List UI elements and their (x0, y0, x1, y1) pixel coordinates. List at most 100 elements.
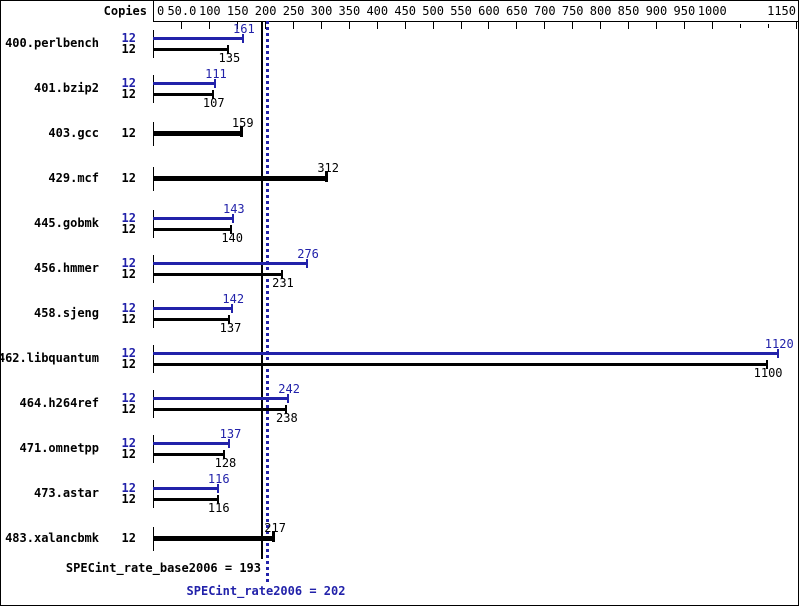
copies-label: 12 (121, 211, 136, 225)
copies-label: 12 (121, 447, 136, 461)
copies-label: 12 (121, 171, 136, 185)
base-bar-endcap (766, 360, 769, 369)
peak-bar-endcap (231, 214, 234, 223)
axis-tick-label: 350 (338, 4, 361, 18)
base-bar (153, 131, 243, 136)
peak-value-label: 161 (233, 22, 255, 36)
base-bar (153, 273, 283, 276)
copies-label: 12 (121, 42, 136, 56)
benchmark-label: 456.hmmer (33, 261, 99, 275)
peak-value-label: 143 (222, 202, 245, 216)
axis-tick (237, 22, 239, 29)
copies-label: 12 (121, 267, 136, 281)
base-bar (153, 498, 219, 501)
axis-tick (404, 22, 406, 29)
reference-line-base (260, 21, 263, 559)
peak-summary-text: SPECint_rate2006 = 202 (186, 584, 346, 598)
axis-tick (460, 22, 462, 29)
axis-tick (795, 22, 797, 29)
copies-label: 12 (121, 31, 136, 45)
benchmark-label: 401.bzip2 (33, 81, 99, 95)
axis-tick (767, 24, 769, 28)
base-bar-endcap (284, 405, 287, 414)
base-bar (153, 48, 230, 51)
base-bar-endcap (223, 450, 226, 459)
base-value-label: 107 (202, 96, 225, 110)
base-value-label: 238 (276, 411, 298, 425)
axis-tick-label: 600 (478, 4, 500, 18)
peak-bar-endcap (216, 484, 219, 493)
base-value-label: 135 (218, 51, 241, 65)
axis-tick (265, 22, 267, 29)
axis-tick-label: 400 (366, 4, 389, 18)
axis-tick (711, 22, 713, 29)
peak-value-label: 111 (205, 67, 227, 81)
base-value-label: 312 (317, 161, 340, 175)
base-value-label: 116 (207, 501, 230, 515)
peak-bar (153, 397, 290, 400)
axis-tick (628, 22, 630, 29)
benchmark-label: 400.perlbench (5, 36, 99, 50)
copies-label: 12 (121, 312, 136, 326)
axis-tick (683, 22, 685, 29)
peak-bar (153, 442, 231, 445)
peak-value-label: 242 (278, 382, 300, 396)
baseline-tick (153, 30, 154, 58)
peak-bar (153, 487, 219, 490)
axis-tick (348, 22, 350, 29)
base-bar-endcap (227, 45, 230, 54)
copies-label: 12 (121, 402, 136, 416)
base-bar-endcap (325, 171, 329, 182)
axis-tick (293, 22, 295, 29)
copies-label: 12 (121, 87, 136, 101)
base-value-label: 231 (272, 276, 294, 290)
benchmark-label: 464.h264ref (19, 396, 99, 410)
peak-bar-endcap (306, 259, 309, 268)
copies-label: 12 (121, 492, 136, 506)
base-bar-endcap (272, 531, 276, 542)
axis-tick (488, 22, 490, 29)
base-bar (153, 536, 276, 541)
base-summary-text: SPECint_rate_base2006 = 193 (65, 561, 261, 575)
baseline-tick (153, 75, 154, 103)
peak-bar (153, 82, 216, 85)
peak-value-label: 276 (297, 247, 319, 261)
benchmark-label: 471.omnetpp (19, 441, 99, 455)
axis-line (153, 21, 798, 22)
copies-label: 12 (121, 222, 136, 236)
peak-bar-endcap (777, 349, 780, 358)
axis-tick-label: 900 (645, 4, 668, 18)
axis-tick-label: 50.0 (167, 4, 197, 18)
base-bar (153, 408, 287, 411)
axis-tick-label: 0 (157, 4, 165, 18)
copies-label: 12 (121, 357, 136, 371)
axis-tick (572, 22, 574, 29)
axis-tick-label: 800 (589, 4, 612, 18)
copies-label: 12 (121, 531, 136, 545)
copies-label: 12 (121, 436, 136, 450)
baseline-tick (153, 300, 154, 328)
base-bar-endcap (280, 270, 283, 279)
base-bar (153, 453, 226, 456)
axis-tick-label: 1150 (767, 4, 796, 18)
benchmark-label: 403.gcc (48, 126, 99, 140)
copies-label: 12 (121, 391, 136, 405)
copies-label: 12 (121, 256, 136, 270)
base-bar-endcap (239, 126, 243, 137)
peak-bar (153, 37, 244, 40)
axis-tick-label: 1000 (697, 4, 727, 18)
baseline-tick (153, 390, 154, 418)
base-bar (153, 176, 329, 181)
benchmark-label: 483.xalancbmk (5, 531, 99, 545)
base-bar (153, 228, 233, 231)
axis-tick-label: 150 (226, 4, 249, 18)
base-value-label: 159 (231, 116, 254, 130)
base-value-label: 217 (264, 521, 286, 535)
axis-tick (739, 24, 741, 28)
peak-bar-endcap (241, 34, 244, 43)
copies-label: 12 (121, 126, 136, 140)
baseline-tick (153, 435, 154, 463)
base-bar-endcap (211, 90, 214, 99)
axis-tick-label: 700 (533, 4, 556, 18)
base-bar (153, 93, 214, 96)
